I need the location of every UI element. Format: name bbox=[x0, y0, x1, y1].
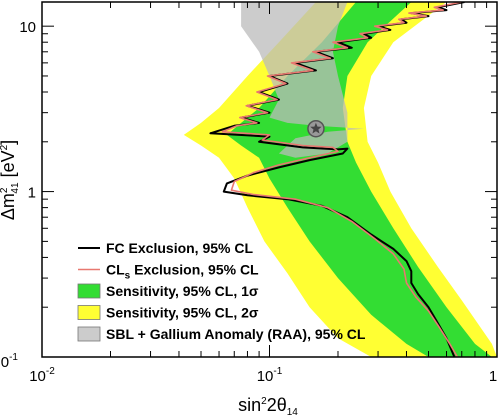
y-tick-label: 10-1 bbox=[0, 352, 18, 371]
legend-label-cls: CLs Exclusion, 95% CL bbox=[106, 262, 259, 282]
x-axis-title: sin22θ14 bbox=[238, 395, 298, 417]
legend-label-sens1: Sensitivity, 95% CL, 1σ bbox=[106, 283, 259, 299]
x-tick-label: 10-2 bbox=[29, 366, 55, 385]
y-axis-title: Δm241 [eV2] bbox=[0, 140, 21, 220]
best-fit-star-icon bbox=[310, 122, 322, 134]
plot-area bbox=[183, 2, 497, 357]
x-tick-label: 1 bbox=[489, 368, 497, 385]
region-sbl-gallium-anomaly-raa-95-cl bbox=[241, 2, 364, 158]
line-cls-exclusion-95-cl bbox=[221, 2, 462, 357]
y-tick-label: 10 bbox=[19, 19, 36, 36]
legend-label-fc: FC Exclusion, 95% CL bbox=[106, 240, 253, 256]
legend-label-sens2: Sensitivity, 95% CL, 2σ bbox=[106, 305, 259, 321]
legend: FC Exclusion, 95% CL CLs Exclusion, 95% C… bbox=[77, 240, 366, 342]
y-tick-label: 1 bbox=[28, 185, 36, 202]
x-tick-label: 10-1 bbox=[257, 366, 283, 385]
legend-swatch-sens1 bbox=[77, 283, 101, 299]
axes: 10-2 10-1 1 10-1 1 10 bbox=[0, 2, 498, 385]
legend-swatch-raa bbox=[77, 326, 101, 342]
legend-label-raa: SBL + Gallium Anomaly (RAA), 95% CL bbox=[106, 326, 366, 342]
legend-swatch-sens2 bbox=[77, 305, 101, 320]
